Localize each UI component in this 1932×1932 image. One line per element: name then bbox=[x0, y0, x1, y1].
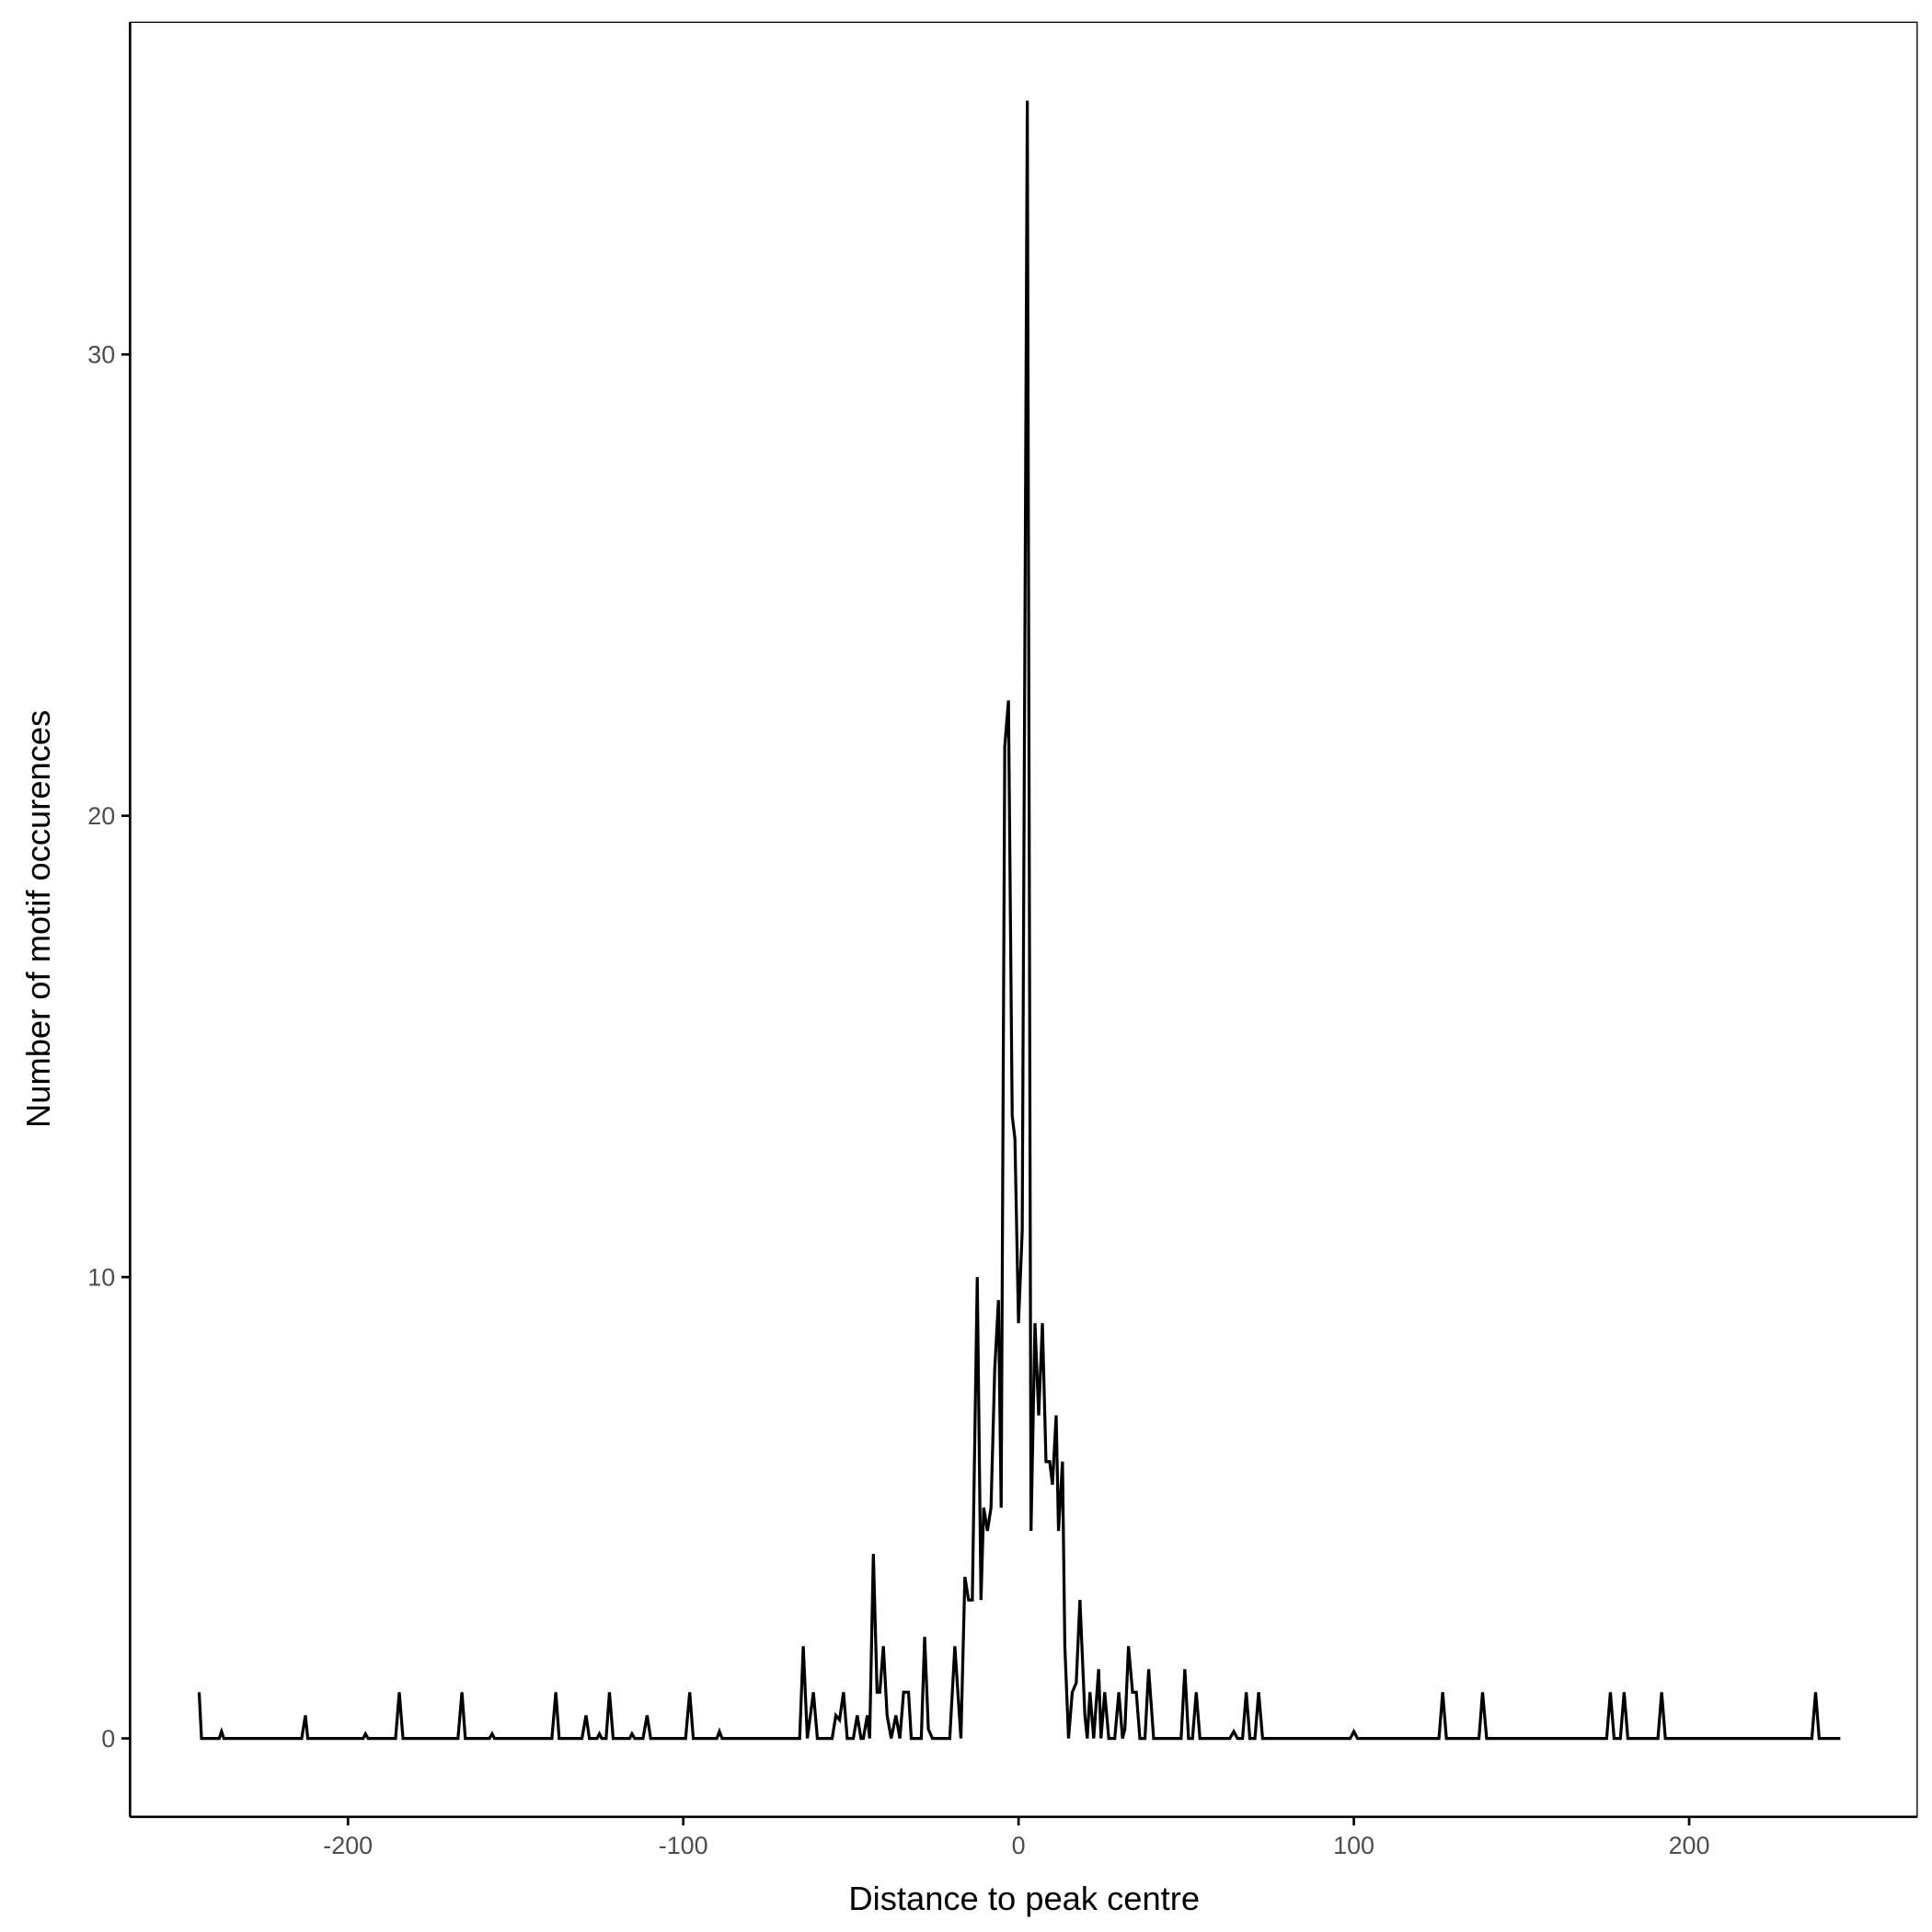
x-tick-label: 100 bbox=[1333, 1832, 1374, 1859]
series-line bbox=[197, 100, 1841, 1741]
y-tick-label: 0 bbox=[101, 1725, 115, 1753]
x-tick-label: -100 bbox=[659, 1832, 708, 1859]
y-axis-ticks: 0 10 20 30 bbox=[87, 341, 131, 1753]
x-axis-ticks: -200 -100 0 100 200 bbox=[323, 1816, 1710, 1859]
y-tick-label: 10 bbox=[87, 1264, 115, 1292]
y-axis-title: Number of motif occurences bbox=[19, 710, 57, 1128]
x-tick-label: -200 bbox=[323, 1832, 373, 1859]
x-tick-label: 200 bbox=[1669, 1832, 1710, 1859]
x-tick-label: 0 bbox=[1012, 1832, 1026, 1859]
y-tick-label: 20 bbox=[87, 802, 115, 830]
x-axis-title: Distance to peak centre bbox=[848, 1880, 1200, 1917]
y-tick-label: 30 bbox=[87, 341, 115, 369]
